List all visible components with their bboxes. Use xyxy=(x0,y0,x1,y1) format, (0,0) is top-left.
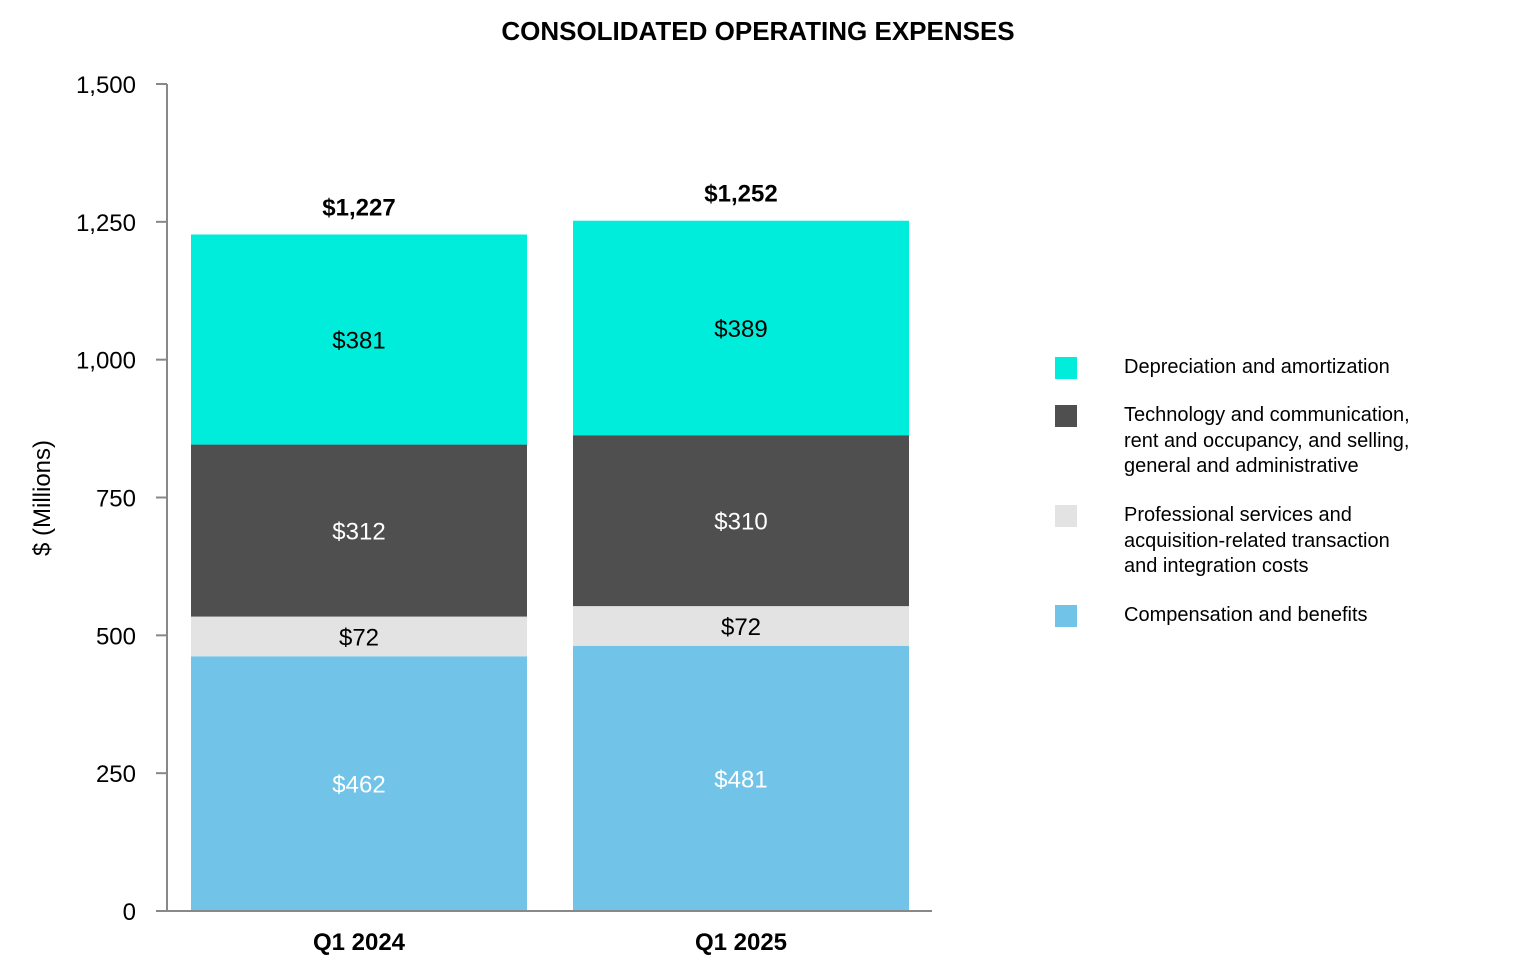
legend-label: Depreciation and amortization xyxy=(1124,356,1390,378)
legend-swatch xyxy=(1055,505,1077,527)
y-axis: 0 250 500 750 1,000 1,250 1,500 xyxy=(76,72,168,926)
segment-value-label: $462 xyxy=(332,772,385,799)
segment-value-label: $381 xyxy=(332,328,385,355)
legend-swatch xyxy=(1055,405,1077,427)
y-tick-label: 1,500 xyxy=(76,72,136,99)
legend-swatch xyxy=(1055,605,1077,627)
x-axis: Q1 2024 Q1 2025 xyxy=(156,910,932,956)
bar-total-label: $1,252 xyxy=(704,181,777,208)
chart-title: CONSOLIDATED OPERATING EXPENSES xyxy=(501,16,1014,46)
y-tick-label: 1,250 xyxy=(76,210,136,237)
y-axis-label: $ (Millions) xyxy=(29,440,56,556)
y-tick-label: 0 xyxy=(123,899,136,926)
bar-total-label: $1,227 xyxy=(322,195,395,222)
legend-swatch xyxy=(1055,357,1077,379)
bar-segment xyxy=(191,444,527,617)
x-tick-label: Q1 2024 xyxy=(313,929,406,956)
bar-segment xyxy=(573,606,909,646)
bar-segment xyxy=(573,435,909,607)
y-tick-label: 1,000 xyxy=(76,348,136,375)
segment-value-label: $72 xyxy=(721,614,761,641)
y-tick-label: 250 xyxy=(96,761,136,788)
segment-value-label: $389 xyxy=(714,316,767,343)
segment-value-label: $312 xyxy=(332,519,385,546)
bar-segment xyxy=(573,220,909,436)
x-tick-label: Q1 2025 xyxy=(695,929,787,956)
data-labels: $462 $72 $312 $381 $1,227 $481 $72 $310 $389 $1,2… xyxy=(322,181,777,799)
bar-segment xyxy=(191,234,527,445)
segment-value-label: $310 xyxy=(714,509,767,536)
bar-segment xyxy=(191,656,527,911)
segment-value-label: $481 xyxy=(714,766,767,793)
bar-segment xyxy=(191,616,527,657)
segment-value-label: $72 xyxy=(339,624,379,651)
legend-label: Professional services and acquisition-re… xyxy=(1124,504,1390,577)
bar-segment xyxy=(573,645,909,911)
legend-label: Compensation and benefits xyxy=(1124,604,1368,626)
y-tick-label: 750 xyxy=(96,486,136,513)
bars xyxy=(191,220,909,911)
y-tick-label: 500 xyxy=(96,623,136,650)
legend-label: Technology and communication, rent and o… xyxy=(1124,404,1410,477)
